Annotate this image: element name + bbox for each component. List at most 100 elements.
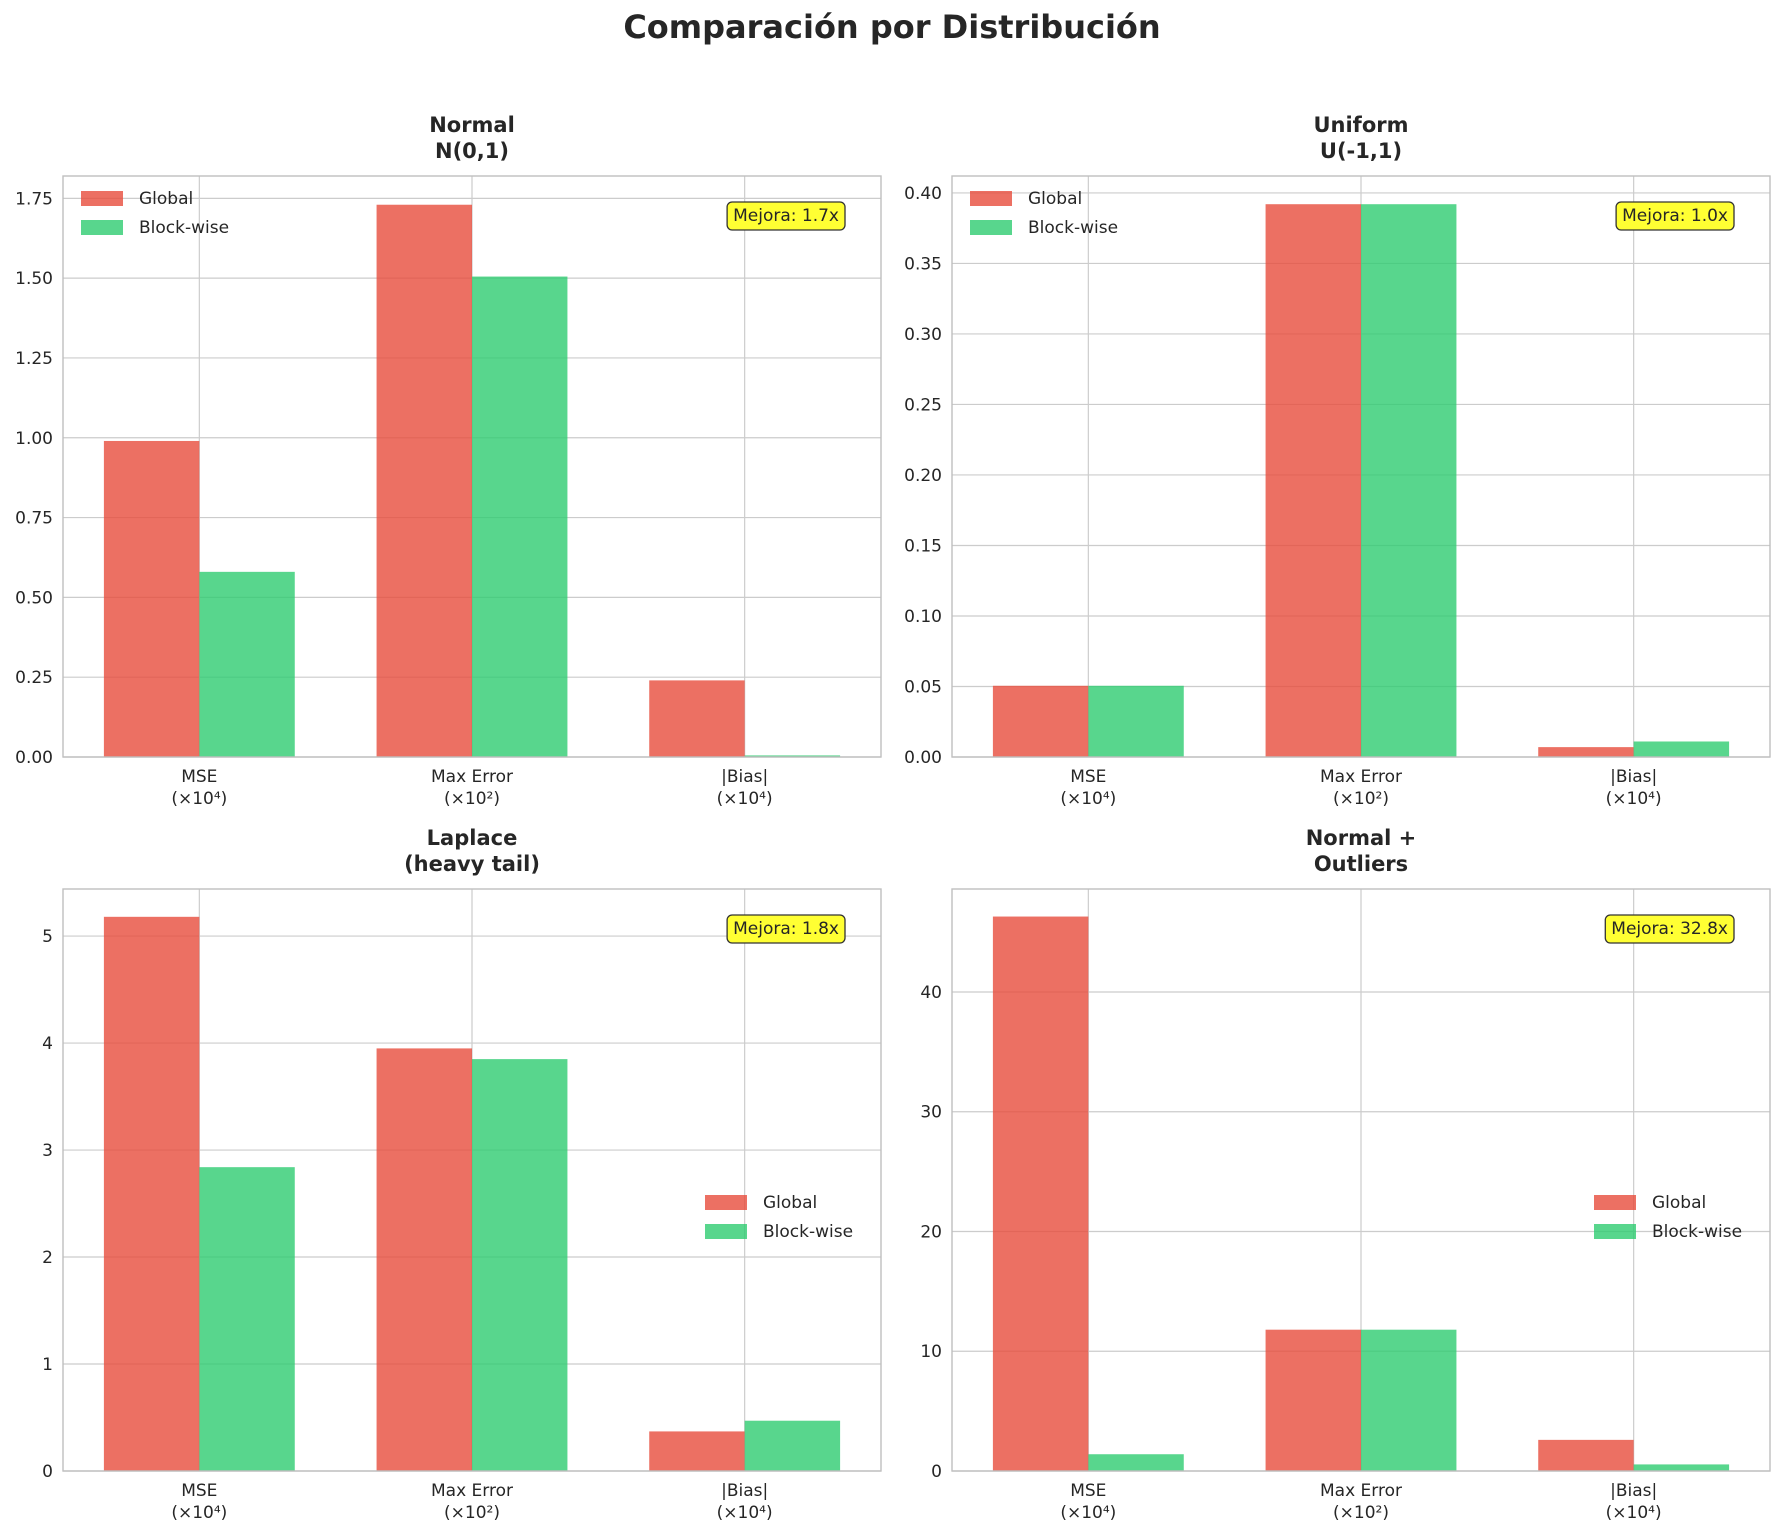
y-tick-label: 30	[920, 1103, 942, 1123]
bar-global	[649, 680, 745, 757]
subplot-title-line: Outliers	[1314, 852, 1408, 876]
y-tick-label: 1.25	[15, 349, 53, 369]
bar-global	[103, 916, 200, 1471]
y-tick-label: 0.35	[904, 254, 942, 274]
x-tick-label: (×10⁴)	[1606, 1503, 1662, 1523]
legend: Global Block-wise	[705, 1193, 853, 1242]
y-tick-label: 20	[920, 1222, 942, 1242]
x-tick-label: (×10²)	[1333, 789, 1389, 809]
x-tick-label: (×10⁴)	[171, 1503, 227, 1523]
improvement-annotation: Mejora: 32.8x	[1604, 914, 1735, 944]
legend-label: Global	[1028, 189, 1082, 209]
bar-blockwise	[472, 1059, 568, 1471]
subplot-title-line: Normal	[429, 113, 515, 137]
bar-blockwise	[1088, 685, 1184, 757]
y-tick-label: 0.40	[904, 184, 942, 204]
y-tick-label: 2	[42, 1248, 53, 1268]
axes-frame	[62, 175, 882, 758]
x-tick-label: (×10²)	[444, 789, 500, 809]
y-tick-label: 0.25	[904, 395, 942, 415]
subplot-title-line: Laplace	[427, 826, 518, 850]
subplot-title-line: (heavy tail)	[404, 852, 540, 876]
bar-global	[376, 1048, 472, 1471]
legend-swatch-blockwise	[705, 1224, 747, 1239]
bar-blockwise	[744, 1420, 841, 1471]
y-tick-label: 0.75	[15, 509, 53, 529]
legend-swatch-global	[705, 1195, 747, 1210]
x-tick-label: MSE	[1070, 767, 1106, 787]
bar-global	[103, 440, 200, 757]
improvement-annotation-text: Mejora: 32.8x	[1611, 919, 1728, 939]
y-tick-label: 0	[931, 1462, 942, 1482]
axes-frame	[951, 175, 1771, 758]
x-tick-label: (×10²)	[444, 1503, 500, 1523]
y-tick-label: 1.50	[15, 269, 53, 289]
y-tick-label: 40	[920, 983, 942, 1003]
bar-global	[376, 204, 472, 757]
legend-swatch-blockwise	[1594, 1224, 1636, 1239]
x-tick-label: Max Error	[431, 767, 513, 787]
x-tick-label: MSE	[181, 767, 217, 787]
x-tick-label: MSE	[181, 1481, 217, 1501]
legend-label: Block-wise	[763, 1222, 853, 1242]
x-tick-label: |Bias|	[721, 767, 768, 787]
subplot-title-line: U(-1,1)	[1320, 139, 1402, 163]
legend-swatch-global	[81, 191, 123, 206]
y-tick-label: 0.20	[904, 466, 942, 486]
legend-swatch-blockwise	[81, 220, 123, 235]
y-tick-label: 0.10	[904, 607, 942, 627]
y-tick-label: 5	[42, 927, 53, 947]
bar-blockwise	[1633, 741, 1730, 757]
bar-global	[1265, 204, 1361, 758]
x-tick-label: (×10⁴)	[717, 1503, 773, 1523]
legend-label: Block-wise	[1652, 1222, 1742, 1242]
legend-label: Global	[763, 1193, 817, 1213]
bar-blockwise	[1361, 204, 1457, 758]
axes-frame	[951, 888, 1771, 1472]
bar-blockwise	[199, 1167, 295, 1471]
improvement-annotation: Mejora: 1.7x	[726, 201, 846, 231]
x-tick-label: (×10⁴)	[171, 789, 227, 809]
legend-label: Global	[139, 189, 193, 209]
x-tick-label: (×10⁴)	[717, 789, 773, 809]
subplot-title-line: Normal +	[1306, 826, 1417, 850]
bar-global	[1538, 1439, 1634, 1471]
x-tick-label: Max Error	[1320, 767, 1402, 787]
y-tick-label: 0.00	[904, 748, 942, 768]
x-tick-label: MSE	[1070, 1481, 1106, 1501]
x-tick-label: (×10⁴)	[1606, 789, 1662, 809]
improvement-annotation-box	[726, 914, 846, 944]
y-tick-label: 0.15	[904, 536, 942, 556]
y-tick-label: 0.00	[15, 748, 53, 768]
improvement-annotation-text: Mejora: 1.0x	[1622, 206, 1728, 226]
improvement-annotation-text: Mejora: 1.8x	[733, 919, 839, 939]
legend: Global Block-wise	[1594, 1193, 1742, 1242]
improvement-annotation-box	[1604, 914, 1735, 944]
y-tick-label: 1.00	[15, 429, 53, 449]
x-tick-label: |Bias|	[1610, 1481, 1657, 1501]
y-tick-label: 1	[42, 1355, 53, 1375]
y-tick-label: 0.50	[15, 588, 53, 608]
y-tick-label: 10	[920, 1342, 942, 1362]
x-tick-label: Max Error	[431, 1481, 513, 1501]
legend-label: Block-wise	[139, 218, 229, 238]
bar-blockwise	[1361, 1329, 1457, 1471]
y-tick-label: 0.05	[904, 677, 942, 697]
subplot-4: Normal +Outliers 0 10 20 30 40 MSE (×10⁴) Max Er…	[920, 826, 1771, 1523]
x-tick-label: Max Error	[1320, 1481, 1402, 1501]
legend-swatch-blockwise	[970, 220, 1012, 235]
bar-global	[1538, 747, 1634, 757]
y-tick-label: 3	[42, 1141, 53, 1161]
x-tick-label: |Bias|	[1610, 767, 1657, 787]
legend-swatch-global	[970, 191, 1012, 206]
bar-blockwise	[1633, 1464, 1730, 1471]
legend-label: Block-wise	[1028, 218, 1118, 238]
improvement-annotation: Mejora: 1.0x	[1615, 201, 1735, 231]
bar-blockwise	[199, 571, 295, 757]
legend: Global Block-wise	[81, 189, 229, 238]
